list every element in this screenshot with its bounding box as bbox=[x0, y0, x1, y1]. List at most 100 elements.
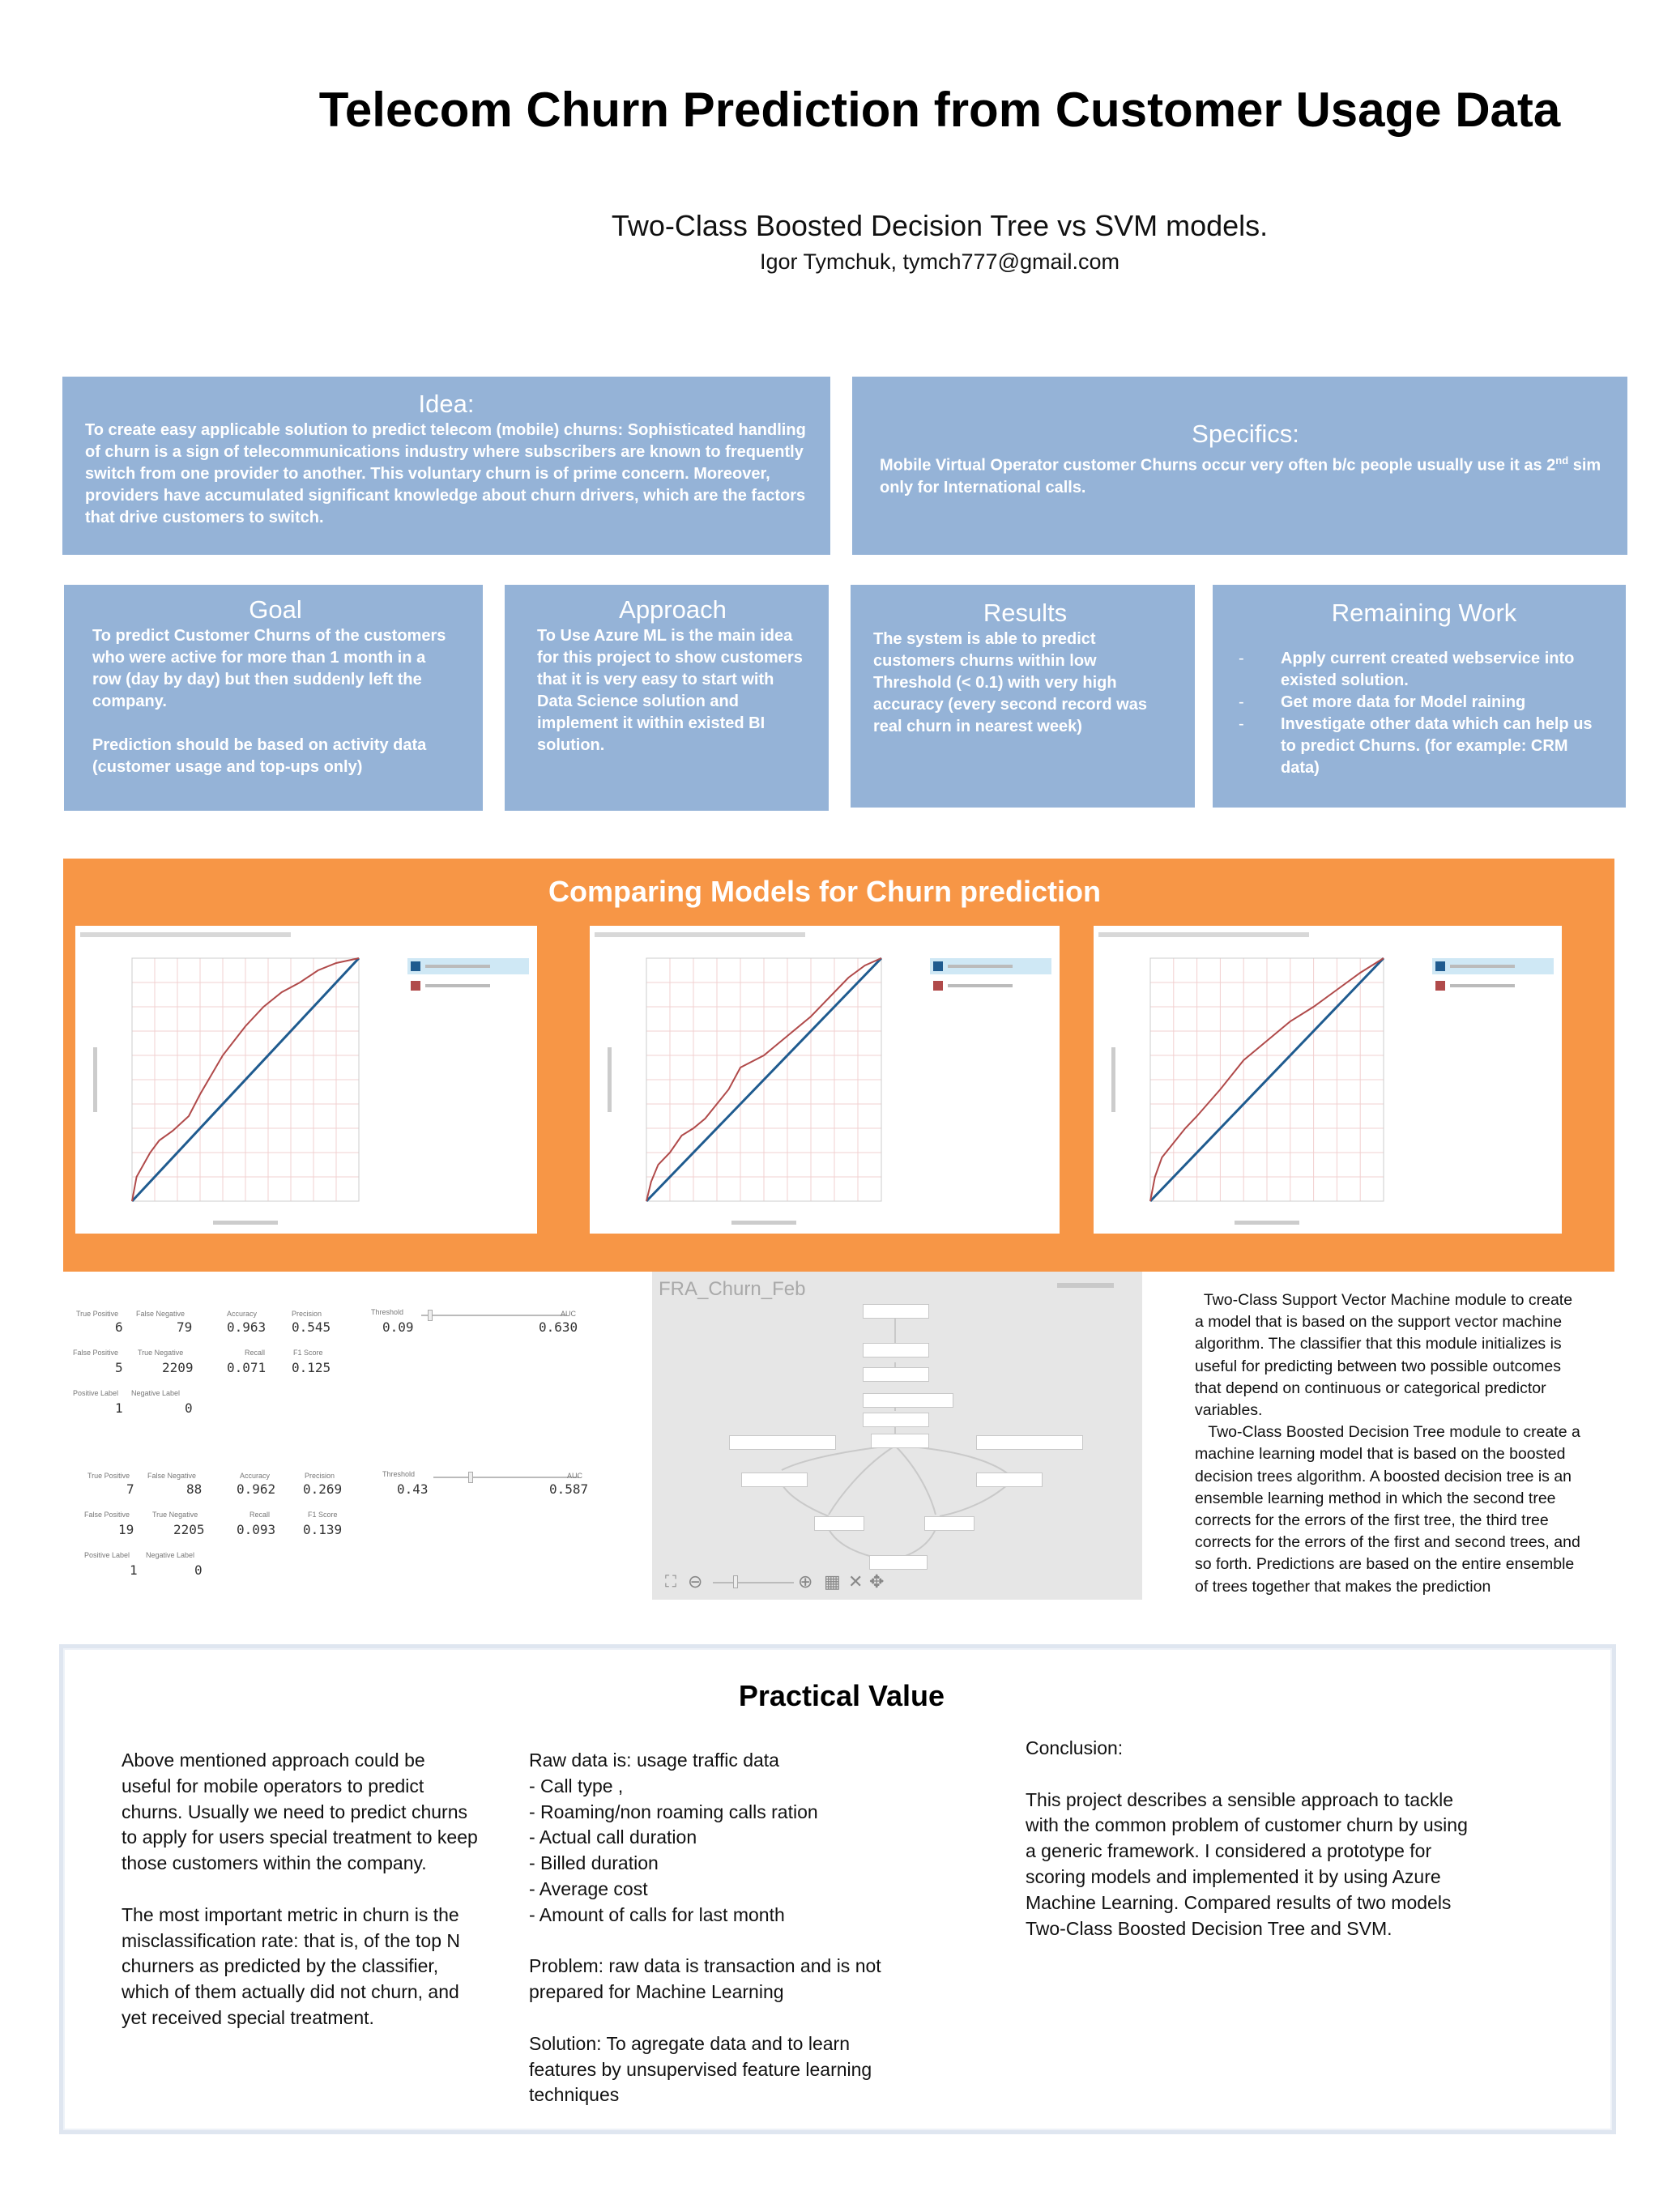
goal-text: To predict Customer Churns of the custom… bbox=[92, 627, 446, 710]
remaining-item: Investigate other data which can help us… bbox=[1239, 714, 1610, 779]
metric-label: True Positive bbox=[87, 1472, 130, 1480]
roc-chart-card-1 bbox=[75, 926, 537, 1234]
results-heading: Results bbox=[983, 599, 1068, 627]
workflow-node[interactable] bbox=[869, 1555, 928, 1570]
zoom-fit-icon[interactable]: ⛶ bbox=[665, 1573, 676, 1591]
roc-chart-2 bbox=[595, 932, 1051, 1225]
legend-label-placeholder bbox=[948, 965, 1013, 968]
workflow-node[interactable] bbox=[863, 1367, 929, 1382]
metric-label: F1 Score bbox=[308, 1511, 338, 1519]
practical-col2-item: - Roaming/non roaming calls ration bbox=[529, 1801, 818, 1822]
practical-column-1: Above mentioned approach could be useful… bbox=[122, 1748, 478, 2031]
goal-heading: Goal bbox=[249, 595, 302, 624]
legend-swatch bbox=[1435, 961, 1445, 971]
workflow-node[interactable] bbox=[871, 1434, 929, 1448]
metric-label: Recall bbox=[249, 1511, 271, 1519]
workflow-node[interactable] bbox=[863, 1343, 929, 1357]
legend-swatch bbox=[411, 961, 420, 971]
metric-label: False Positive bbox=[84, 1511, 130, 1519]
practical-col2-intro: Raw data is: usage traffic data bbox=[529, 1750, 779, 1771]
metrics-panel-a: True Positive 6 False Negative 79 Accura… bbox=[65, 1300, 591, 1430]
workflow-node[interactable] bbox=[863, 1413, 929, 1427]
metric-value: 0 bbox=[185, 1400, 193, 1416]
metric-label: Precision bbox=[292, 1310, 322, 1318]
metric-value: 0.962 bbox=[237, 1481, 276, 1497]
practical-col3-text: This project describes a sensible approa… bbox=[1026, 1788, 1468, 1939]
pan-icon[interactable]: ✥ bbox=[869, 1571, 885, 1592]
legend-swatch bbox=[411, 981, 420, 991]
idea-text: To create easy applicable solution to pr… bbox=[85, 421, 806, 526]
goal-box: Goal To predict Customer Churns of the c… bbox=[64, 585, 483, 811]
practical-column-2: Raw data is: usage traffic data - Call t… bbox=[529, 1748, 918, 2108]
metric-value: 79 bbox=[177, 1319, 193, 1335]
metric-value: 0.43 bbox=[397, 1481, 429, 1497]
legend-swatch bbox=[933, 961, 943, 971]
zoom-slider-handle[interactable] bbox=[733, 1575, 738, 1588]
threshold-slider[interactable] bbox=[433, 1477, 579, 1478]
model-descriptions: Two-Class Support Vector Machine module … bbox=[1195, 1289, 1584, 1598]
author-line: Igor Tymchuk, tymch777@gmail.com bbox=[759, 249, 1120, 274]
workflow-node[interactable] bbox=[863, 1304, 929, 1319]
metric-label: Positive Label bbox=[84, 1551, 130, 1559]
legend-label-placeholder bbox=[948, 984, 1013, 987]
x-axis-label-placeholder bbox=[731, 1221, 796, 1225]
metric-label: AUC bbox=[561, 1310, 577, 1318]
results-box: Results The system is able to predict cu… bbox=[851, 585, 1195, 808]
approach-heading: Approach bbox=[619, 595, 727, 624]
zoom-in-icon[interactable]: ⊕ bbox=[798, 1571, 813, 1592]
threshold-slider-handle[interactable] bbox=[428, 1310, 433, 1321]
poster-subtitle: Two-Class Boosted Decision Tree vs SVM m… bbox=[611, 209, 1269, 242]
zoom-out-icon[interactable]: ⊖ bbox=[688, 1571, 703, 1592]
metric-value: 19 bbox=[118, 1522, 134, 1537]
legend-label-placeholder bbox=[1450, 984, 1515, 987]
threshold-slider-handle[interactable] bbox=[468, 1472, 473, 1483]
x-axis-label-placeholder bbox=[1235, 1221, 1299, 1225]
practical-col2-problem: Problem: raw data is transaction and is … bbox=[529, 1955, 881, 2003]
metric-value: 0 bbox=[194, 1562, 203, 1578]
workflow-node[interactable] bbox=[814, 1516, 864, 1531]
roc-series-line bbox=[646, 957, 882, 1202]
workflow-toolbar-label bbox=[1057, 1283, 1114, 1288]
grid-view-icon[interactable]: ▦ bbox=[824, 1571, 841, 1592]
practical-col2-item: - Average cost bbox=[529, 1877, 648, 1899]
plot-frame bbox=[1149, 957, 1384, 1202]
zoom-slider[interactable] bbox=[713, 1582, 794, 1583]
metrics-panel-b: True Positive 7 False Negative 88 Accura… bbox=[65, 1462, 591, 1592]
practical-col2-item: - Call type , bbox=[529, 1775, 624, 1796]
workflow-node[interactable] bbox=[976, 1435, 1083, 1450]
metric-value: 0.545 bbox=[292, 1319, 331, 1335]
workflow-node[interactable] bbox=[924, 1516, 975, 1531]
roc-chart-card-3 bbox=[1094, 926, 1562, 1234]
metric-label: Precision bbox=[305, 1472, 335, 1480]
metric-value: 88 bbox=[186, 1481, 203, 1497]
boosted-tree-description: Two-Class Boosted Decision Tree module t… bbox=[1195, 1423, 1585, 1596]
practical-col2-item: - Actual call duration bbox=[529, 1826, 697, 1848]
metric-value: 1 bbox=[130, 1562, 138, 1578]
workflow-node[interactable] bbox=[863, 1393, 953, 1408]
roc-series-line bbox=[131, 957, 360, 1202]
practical-heading: Practical Value bbox=[738, 1679, 945, 1712]
metric-value: 0.09 bbox=[382, 1319, 414, 1335]
metric-label: AUC bbox=[567, 1472, 583, 1480]
remaining-list: Apply current created webservice into ex… bbox=[1239, 648, 1610, 779]
svm-description: Two-Class Support Vector Machine module … bbox=[1195, 1291, 1577, 1420]
workflow-node[interactable] bbox=[741, 1473, 808, 1487]
fit-screen-icon[interactable]: ✕ bbox=[848, 1571, 864, 1592]
roc-series-line bbox=[645, 957, 883, 1203]
practical-value-box: Practical Value Above mentioned approach… bbox=[59, 1644, 1616, 2134]
breadcrumb-bar bbox=[80, 932, 291, 937]
workflow-node[interactable] bbox=[976, 1473, 1043, 1487]
workflow-node[interactable] bbox=[729, 1435, 836, 1450]
threshold-slider[interactable] bbox=[421, 1315, 567, 1316]
practical-col3-heading: Conclusion: bbox=[1026, 1737, 1124, 1758]
metric-label: True Negative bbox=[138, 1349, 184, 1357]
practical-col2-solution: Solution: To agregate data and to learn … bbox=[529, 2032, 872, 2106]
legend-swatch bbox=[933, 981, 943, 991]
metric-label: True Positive bbox=[76, 1310, 119, 1318]
remaining-heading: Remaining Work bbox=[1331, 599, 1517, 627]
metric-label: Recall bbox=[245, 1349, 266, 1357]
practical-column-3: Conclusion: This project describes a sen… bbox=[1026, 1736, 1479, 1941]
results-text: The system is able to predict customers … bbox=[873, 630, 1147, 735]
metric-label: False Positive bbox=[73, 1349, 119, 1357]
specifics-text: Mobile Virtual Operator customer Churns … bbox=[880, 454, 1601, 497]
